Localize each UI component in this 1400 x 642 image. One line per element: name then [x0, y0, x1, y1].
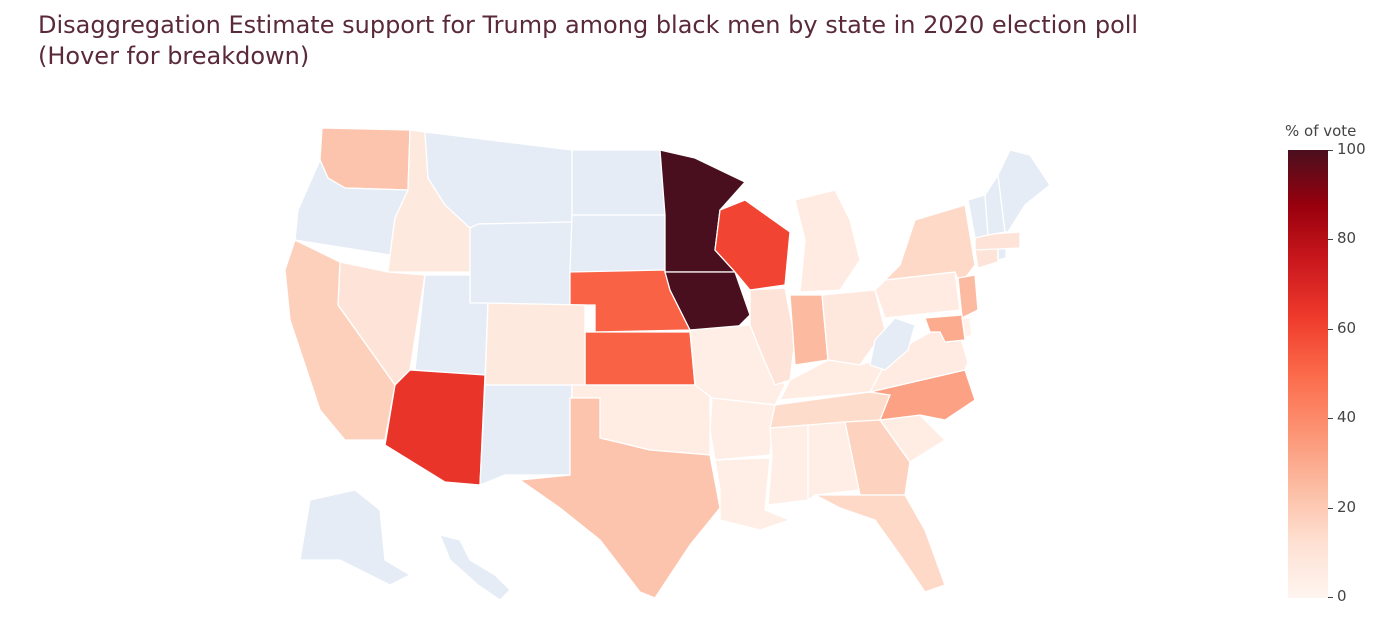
colorbar-tick-label: 20: [1337, 497, 1357, 516]
state-ca[interactable]: [284, 239, 396, 441]
state-pa[interactable]: [874, 271, 961, 319]
state-mi[interactable]: [794, 189, 861, 293]
state-in[interactable]: [789, 294, 829, 366]
state-fl[interactable]: [814, 494, 946, 593]
state-ak[interactable]: [299, 489, 412, 586]
state-co[interactable]: [484, 302, 586, 386]
state-ga[interactable]: [844, 419, 911, 496]
colorbar-tick-label: 60: [1337, 318, 1357, 337]
state-az[interactable]: [384, 369, 486, 486]
state-md[interactable]: [924, 314, 966, 343]
state-ma[interactable]: [974, 231, 1021, 251]
colorbar-tick-label: 100: [1337, 140, 1366, 158]
chart-title-line1: Disaggregation Estimate support for Trum…: [38, 11, 1139, 39]
state-sd[interactable]: [569, 214, 666, 276]
state-nd[interactable]: [571, 149, 666, 216]
colorbar-title: % of vote: [1285, 122, 1357, 140]
chart-title-line2: (Hover for breakdown): [38, 42, 310, 70]
chart-title: Disaggregation Estimate support for Trum…: [38, 10, 1138, 72]
state-nj[interactable]: [957, 274, 979, 320]
state-tx[interactable]: [518, 397, 721, 599]
state-ri[interactable]: [997, 247, 1007, 261]
state-nc[interactable]: [869, 369, 976, 421]
colorbar-gradient: [1288, 150, 1328, 598]
state-de[interactable]: [961, 317, 973, 339]
state-ms[interactable]: [767, 424, 809, 506]
colorbar-tick-mark: [1328, 507, 1333, 509]
state-wi[interactable]: [714, 199, 791, 291]
state-wy[interactable]: [469, 221, 573, 306]
state-ks[interactable]: [584, 331, 696, 386]
colorbar-tick-mark: [1328, 418, 1333, 420]
colorbar-tick-mark: [1328, 328, 1333, 330]
state-nm[interactable]: [479, 384, 573, 486]
colorbar-tick-mark: [1328, 239, 1333, 241]
state-wv[interactable]: [869, 317, 916, 371]
state-ct[interactable]: [974, 247, 999, 269]
state-il[interactable]: [749, 287, 796, 386]
colorbar-tick-mark: [1328, 597, 1333, 598]
us-map: [284, 127, 1051, 601]
state-oh[interactable]: [821, 289, 886, 366]
colorbar-tick-mark: [1328, 150, 1333, 151]
state-me[interactable]: [997, 149, 1051, 233]
colorbar-tick-label: 0: [1337, 587, 1347, 605]
state-ar[interactable]: [709, 397, 776, 461]
state-al[interactable]: [807, 421, 861, 502]
state-ny[interactable]: [883, 204, 976, 287]
state-la[interactable]: [714, 457, 792, 531]
state-hi[interactable]: [438, 534, 511, 601]
colorbar-tick-label: 80: [1337, 229, 1357, 248]
colorbar-tick-label: 40: [1337, 408, 1357, 427]
